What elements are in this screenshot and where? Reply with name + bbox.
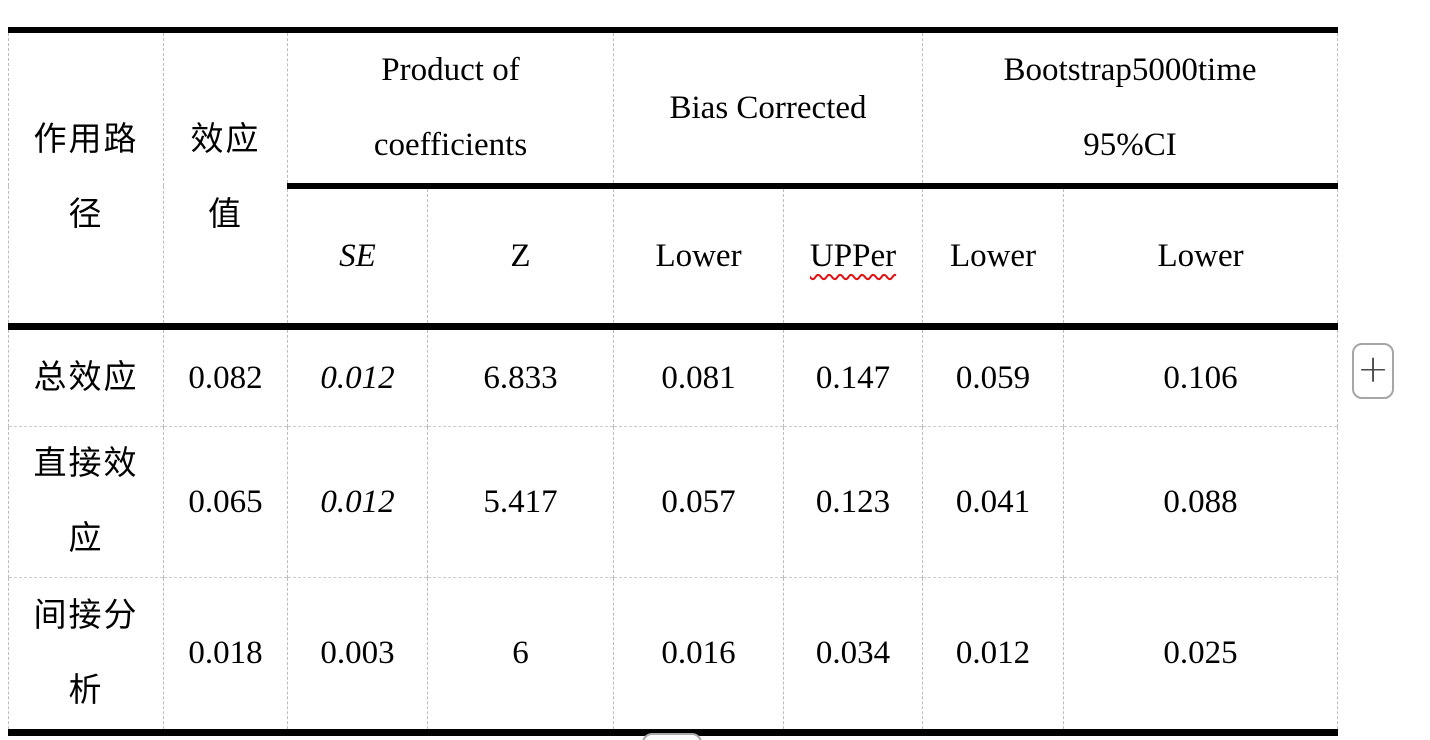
subheader-bs-lower[interactable]: Lower — [922, 186, 1065, 330]
add-row-button[interactable] — [642, 733, 702, 740]
table-row: 间接分 析 0.018 0.003 6 0.016 0.034 0.012 0.… — [8, 577, 1339, 736]
table-row: 总效应 0.082 0.012 6.833 0.081 0.147 0.059 … — [8, 326, 1339, 427]
plus-icon: + — [1357, 347, 1389, 391]
cell-direct-effect-path[interactable]: 直接效 应 — [8, 426, 164, 578]
header-product-of-coefficients[interactable]: Product of coefficients — [286, 30, 615, 189]
subheader-bc-lower[interactable]: Lower — [613, 186, 785, 330]
mediation-statistics-table: 作用路 径 效应 值 Product of coefficients Bias … — [8, 27, 1339, 736]
header-action-path[interactable]: 作用路 径 — [8, 30, 164, 330]
table-row: 直接效 应 0.065 0.012 5.417 0.057 0.123 0.04… — [8, 426, 1339, 578]
subheader-z[interactable]: Z — [426, 186, 615, 330]
cell-indirect-analysis-path[interactable]: 间接分 析 — [8, 577, 164, 736]
cell-indirect-se[interactable]: 0.003 — [287, 577, 428, 736]
cell-direct-bc-lower[interactable]: 0.057 — [613, 426, 785, 578]
cell-total-effect-value[interactable]: 0.082 — [163, 326, 288, 427]
cell-indirect-bs-upper[interactable]: 0.025 — [1063, 577, 1339, 736]
cell-direct-bs-lower[interactable]: 0.041 — [922, 426, 1065, 578]
cell-direct-z[interactable]: 5.417 — [426, 426, 615, 578]
cell-indirect-z[interactable]: 6 — [426, 577, 615, 736]
cell-indirect-effect-value[interactable]: 0.018 — [163, 577, 288, 736]
header-bootstrap-95ci[interactable]: Bootstrap5000time 95%CI — [922, 30, 1339, 189]
header-bias-corrected[interactable]: Bias Corrected — [613, 30, 924, 189]
cell-total-bc-lower[interactable]: 0.081 — [613, 326, 785, 427]
cell-direct-effect-value[interactable]: 0.065 — [163, 426, 288, 578]
cell-total-effect-path[interactable]: 总效应 — [8, 326, 164, 427]
cell-direct-se[interactable]: 0.012 — [287, 426, 428, 578]
cell-total-bc-upper[interactable]: 0.147 — [783, 326, 924, 427]
add-column-button[interactable]: + — [1352, 343, 1394, 399]
cell-total-se[interactable]: 0.012 — [287, 326, 428, 427]
subheader-bs-upper[interactable]: Lower — [1063, 186, 1339, 330]
subheader-bc-upper[interactable]: UPPer — [783, 186, 924, 330]
cell-indirect-bc-upper[interactable]: 0.034 — [783, 577, 924, 736]
cell-indirect-bs-lower[interactable]: 0.012 — [922, 577, 1065, 736]
cell-direct-bs-upper[interactable]: 0.088 — [1063, 426, 1339, 578]
subheader-se[interactable]: SE — [287, 186, 428, 330]
cell-indirect-bc-lower[interactable]: 0.016 — [613, 577, 785, 736]
cell-total-bs-lower[interactable]: 0.059 — [922, 326, 1065, 427]
cell-total-z[interactable]: 6.833 — [426, 326, 615, 427]
header-effect-value[interactable]: 效应 值 — [163, 30, 288, 330]
cell-direct-bc-upper[interactable]: 0.123 — [783, 426, 924, 578]
cell-total-bs-upper[interactable]: 0.106 — [1063, 326, 1339, 427]
